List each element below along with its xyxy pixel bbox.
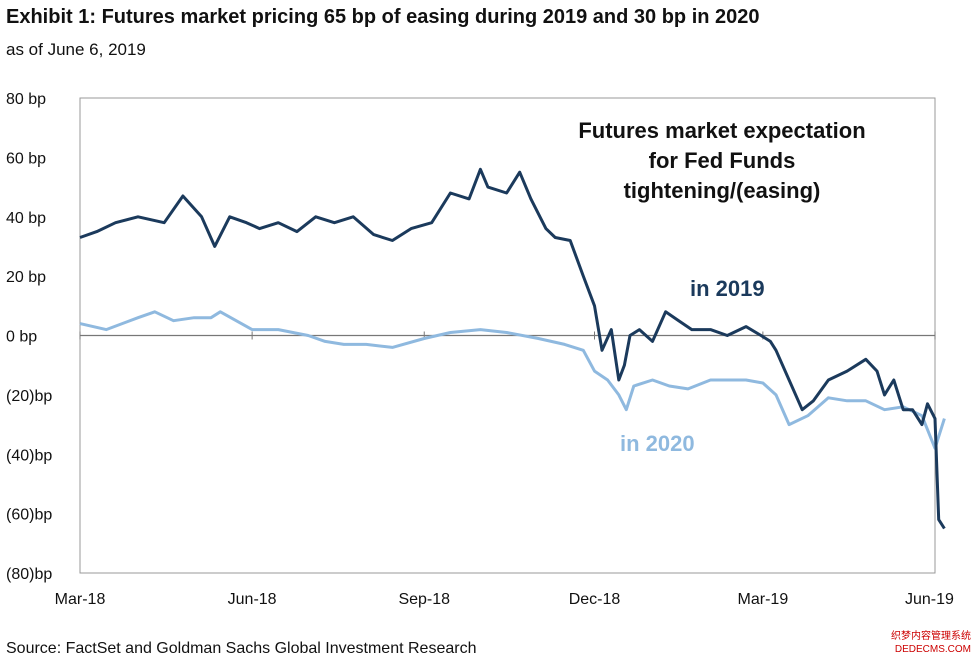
y-axis: 80 bp 60 bp 40 bp 20 bp 0 bp (20)bp (40)bp (60)… <box>6 91 52 583</box>
source-note: Source: FactSet and Goldman Sachs Global… <box>6 640 477 657</box>
series-layer <box>79 167 946 530</box>
chart-subtitle: as of June 6, 2019 <box>6 40 146 59</box>
series-label-in-2020: in 2020 <box>620 431 695 456</box>
x-tick-label: Dec-18 <box>569 591 621 608</box>
y-tick-label: (60)bp <box>6 507 52 524</box>
x-tick-label: Sep-18 <box>398 591 450 608</box>
chart-title: Exhibit 1: Futures market pricing 65 bp … <box>6 6 760 28</box>
x-tick-label: Jun-18 <box>228 591 277 608</box>
y-tick-label: 60 bp <box>6 150 46 167</box>
y-tick-label: (40)bp <box>6 447 52 464</box>
annotation-line-1: Futures market expectation <box>578 118 865 143</box>
plot-area: 80 bp 60 bp 40 bp 20 bp 0 bp (20)bp (40)bp (60)… <box>6 91 954 608</box>
series-line-in-2020 <box>79 310 946 450</box>
x-axis: Mar-18 Jun-18 Sep-18 Dec-18 Mar-19 Jun-19 <box>55 331 954 608</box>
series-label-in-2019: in 2019 <box>690 276 765 301</box>
y-tick-label: 80 bp <box>6 91 46 108</box>
annotation-line-3: tightening/(easing) <box>624 178 821 203</box>
x-tick-label: Mar-18 <box>55 591 106 608</box>
watermark: 织梦内容管理系统 DEDECMS.COM <box>891 631 971 655</box>
series-line-in-2019 <box>79 167 946 530</box>
y-tick-label: 40 bp <box>6 210 46 227</box>
annotation-line-2: for Fed Funds <box>649 148 796 173</box>
y-tick-label: (20)bp <box>6 388 52 405</box>
y-tick-label: 0 bp <box>6 329 37 346</box>
y-tick-label: 20 bp <box>6 269 46 286</box>
x-tick-label: Jun-19 <box>905 591 954 608</box>
y-tick-label: (80)bp <box>6 566 52 583</box>
x-tick-label: Mar-19 <box>738 591 789 608</box>
